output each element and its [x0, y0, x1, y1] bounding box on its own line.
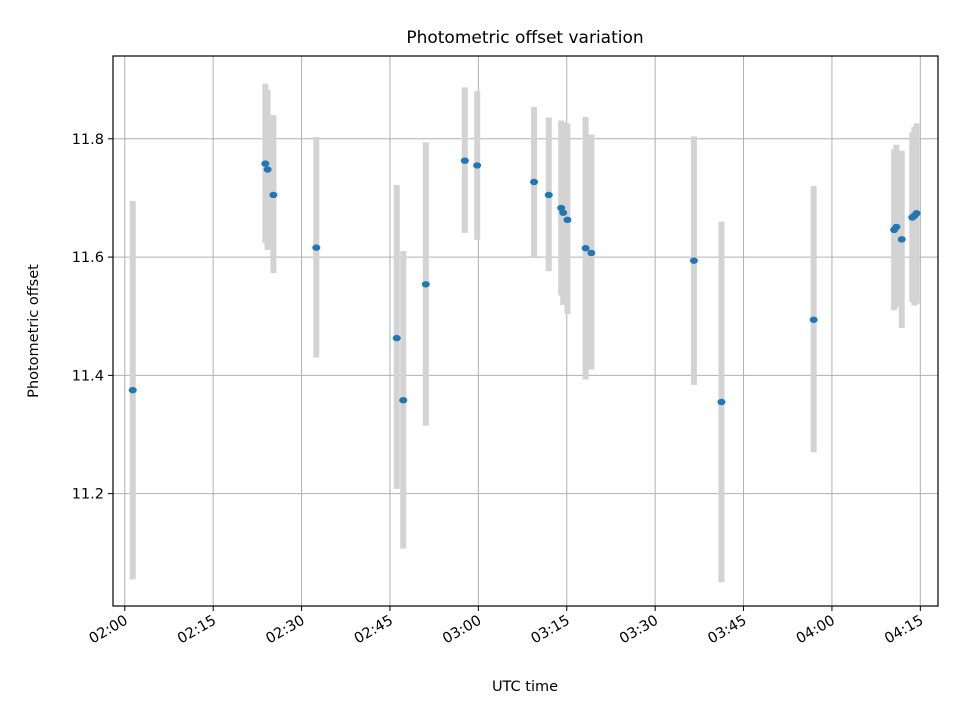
y-tick-label: 11.4 [72, 368, 104, 384]
y-tick-label: 11.2 [72, 487, 104, 503]
data-point [421, 281, 430, 288]
data-point [460, 157, 469, 164]
data-point [897, 236, 906, 243]
x-tick-label: 02:00 [87, 613, 131, 648]
data-point [912, 210, 921, 217]
error-bars [129, 83, 920, 583]
data-point [269, 191, 278, 199]
data-point [312, 244, 321, 251]
data-point [809, 316, 818, 323]
data-point [261, 160, 270, 167]
data-point [717, 398, 726, 406]
data-point [263, 166, 272, 173]
y-axis-ticks: 11.2 11.4 11.6 11.8 [72, 132, 113, 503]
x-tick-label: 03:15 [529, 613, 573, 648]
data-points [128, 157, 921, 406]
x-tick-label: 04:00 [794, 613, 838, 648]
x-axis-label: UTC time [492, 679, 558, 695]
data-point [689, 257, 698, 264]
y-axis-label: Photometric offset [26, 264, 42, 398]
data-point [544, 191, 553, 199]
plot-frame [112, 55, 939, 607]
data-point [892, 223, 901, 231]
data-point [530, 178, 539, 186]
data-point [392, 334, 401, 342]
data-point [128, 386, 137, 394]
y-tick-label: 11.8 [72, 132, 104, 148]
data-point [563, 216, 572, 224]
data-point [399, 396, 408, 404]
data-point [581, 245, 590, 252]
chart-title: Photometric offset variation [406, 28, 643, 48]
x-tick-label: 02:30 [263, 613, 307, 648]
x-tick-label: 03:45 [705, 613, 749, 648]
x-tick-label: 04:15 [882, 613, 926, 648]
x-axis-ticks: 02:00 02:15 02:30 02:45 03:00 03:15 03:30 03:45… [87, 606, 926, 648]
x-tick-label: 02:45 [352, 613, 396, 648]
x-tick-label: 02:15 [175, 613, 219, 648]
data-point [559, 209, 568, 216]
data-point [587, 249, 596, 257]
data-point [473, 162, 482, 169]
x-tick-label: 03:00 [440, 613, 484, 648]
y-tick-label: 11.6 [72, 250, 104, 266]
x-tick-label: 03:30 [617, 613, 661, 648]
